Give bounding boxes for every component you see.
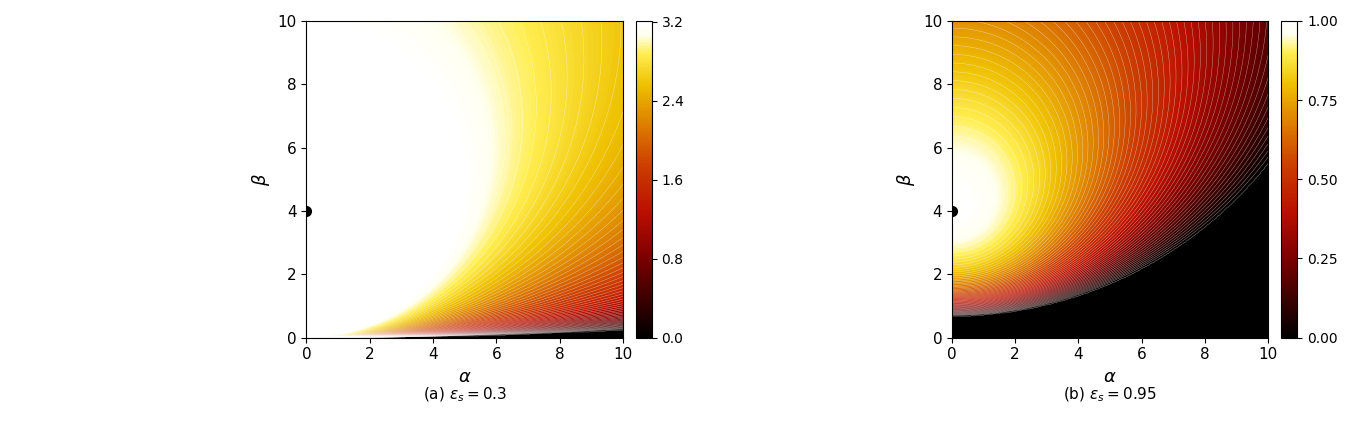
Title: (a) $\varepsilon_s = 0.3$: (a) $\varepsilon_s = 0.3$ — [422, 385, 507, 404]
Y-axis label: $\beta$: $\beta$ — [249, 173, 272, 186]
Y-axis label: $\beta$: $\beta$ — [895, 173, 918, 186]
X-axis label: $\alpha$: $\alpha$ — [1103, 368, 1117, 386]
Title: (b) $\varepsilon_s = 0.95$: (b) $\varepsilon_s = 0.95$ — [1064, 385, 1158, 404]
X-axis label: $\alpha$: $\alpha$ — [458, 368, 471, 386]
